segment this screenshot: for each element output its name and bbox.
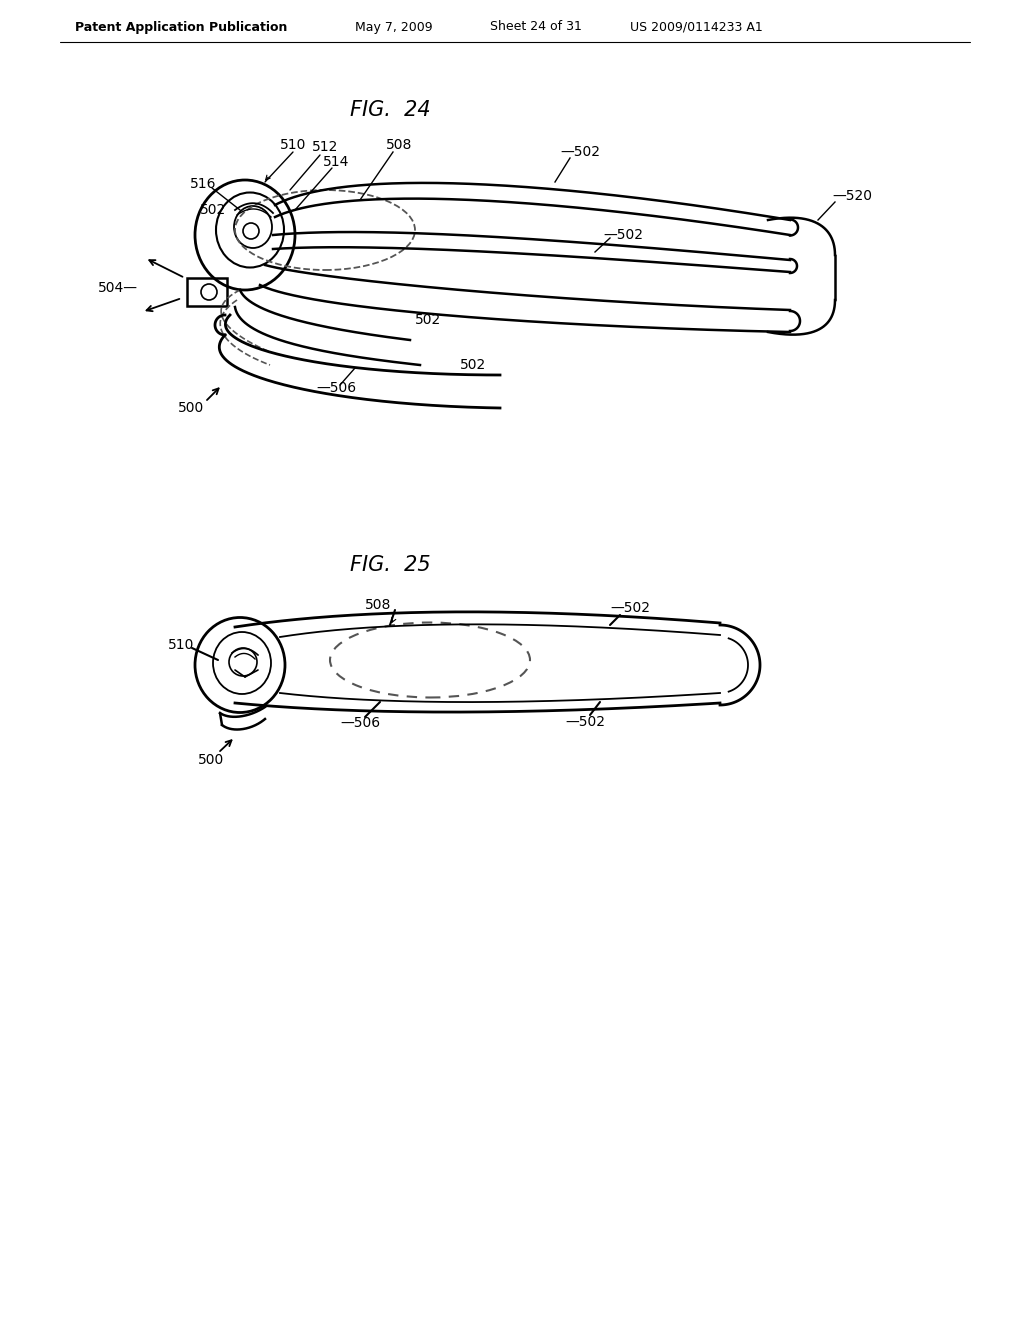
Text: 504—: 504— (98, 281, 138, 294)
Text: FIG.  25: FIG. 25 (349, 554, 430, 576)
Text: —502: —502 (610, 601, 650, 615)
Text: 500: 500 (198, 752, 224, 767)
Text: 512: 512 (312, 140, 338, 154)
Text: 508: 508 (365, 598, 391, 612)
Text: —502: —502 (560, 145, 600, 158)
Text: —502: —502 (603, 228, 643, 242)
Text: Patent Application Publication: Patent Application Publication (75, 21, 288, 33)
Text: 502: 502 (460, 358, 486, 372)
Text: —520: —520 (831, 189, 872, 203)
Text: 508: 508 (386, 139, 413, 152)
Text: US 2009/0114233 A1: US 2009/0114233 A1 (630, 21, 763, 33)
Text: 500: 500 (178, 401, 204, 414)
Text: 510: 510 (168, 638, 195, 652)
Text: 514: 514 (323, 154, 349, 169)
Text: May 7, 2009: May 7, 2009 (355, 21, 432, 33)
Text: Sheet 24 of 31: Sheet 24 of 31 (490, 21, 582, 33)
Text: 510: 510 (280, 139, 306, 152)
Text: —506: —506 (340, 715, 380, 730)
Text: —502: —502 (565, 715, 605, 729)
Bar (187, 279, 227, 306)
Text: 502: 502 (200, 203, 226, 216)
Text: 502: 502 (415, 313, 441, 327)
Text: —506: —506 (316, 381, 356, 395)
Text: FIG.  24: FIG. 24 (349, 100, 430, 120)
Text: 516: 516 (190, 177, 216, 191)
